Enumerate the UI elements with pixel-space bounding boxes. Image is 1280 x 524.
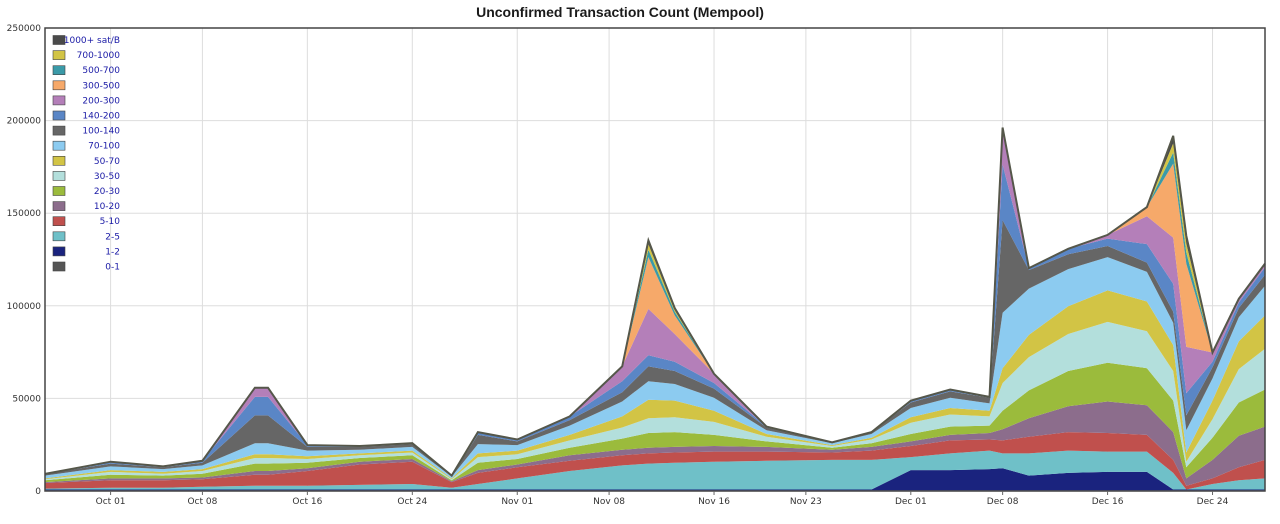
area-series-2: [45, 450, 1265, 490]
x-tick-label: Oct 24: [397, 497, 427, 507]
legend-label[interactable]: 2-5: [105, 232, 120, 242]
x-tick-label: Dec 16: [1092, 497, 1124, 507]
legend-label[interactable]: 30-50: [94, 172, 120, 182]
y-tick-label: 100000: [7, 302, 42, 312]
total-outline: [44, 127, 1266, 478]
chart-title: Unconfirmed Transaction Count (Mempool): [476, 4, 764, 20]
y-tick-label: 250000: [7, 24, 42, 34]
y-tick-label: 200000: [7, 117, 42, 127]
x-tick-label: Dec 01: [895, 497, 927, 507]
x-tick-label: Nov 16: [698, 497, 730, 507]
legend-swatch[interactable]: [52, 65, 66, 75]
area-series-12: [45, 127, 1265, 476]
x-tick-label: Dec 08: [987, 497, 1019, 507]
legend-swatch[interactable]: [52, 216, 66, 226]
legend-label[interactable]: 140-200: [82, 112, 120, 122]
legend-label[interactable]: 1000+ sat/B: [64, 36, 120, 46]
x-tick-label: Oct 08: [187, 497, 217, 507]
legend-label[interactable]: 0-1: [105, 263, 120, 273]
area-series-8: [45, 257, 1265, 479]
x-tick-label: Nov 01: [501, 497, 533, 507]
area-series-1: [45, 468, 1265, 491]
legend-swatch[interactable]: [52, 125, 66, 136]
legend-swatch[interactable]: [52, 50, 66, 60]
area-series-6: [45, 321, 1265, 481]
legend-label[interactable]: 100-140: [82, 127, 120, 137]
legend-label[interactable]: 70-100: [88, 142, 120, 152]
y-tick-label: 150000: [7, 209, 42, 219]
legend-swatch[interactable]: [52, 186, 66, 196]
legend-label[interactable]: 200-300: [82, 96, 120, 106]
legend-swatch[interactable]: [52, 80, 66, 91]
legend-label[interactable]: 300-500: [82, 81, 120, 91]
legend-label[interactable]: 700-1000: [77, 51, 121, 61]
legend-label[interactable]: 50-70: [94, 157, 120, 167]
legend-label[interactable]: 10-20: [94, 202, 120, 212]
legend-swatch[interactable]: [52, 156, 66, 166]
legend-swatch[interactable]: [52, 95, 66, 106]
legend-label[interactable]: 5-10: [100, 217, 121, 227]
legend-swatch[interactable]: [52, 110, 66, 121]
legend-swatch[interactable]: [52, 140, 66, 151]
plot-border: [44, 27, 1266, 492]
x-tick-label: Nov 08: [593, 497, 625, 507]
legend-swatch[interactable]: [52, 246, 66, 257]
legend-swatch[interactable]: [52, 231, 66, 242]
x-tick-label: Oct 01: [96, 497, 126, 507]
x-tick-label: Nov 23: [790, 497, 822, 507]
legend-swatch[interactable]: [52, 171, 66, 181]
legend-swatch[interactable]: [52, 35, 66, 45]
area-series-5: [45, 362, 1265, 483]
y-tick-label: 50000: [12, 394, 41, 404]
legend-swatch[interactable]: [52, 201, 66, 211]
y-tick-label: 0: [35, 487, 41, 497]
legend-label[interactable]: 1-2: [105, 247, 120, 257]
area-series-7: [45, 290, 1265, 480]
area-series-4: [45, 401, 1265, 486]
legend-label[interactable]: 20-30: [94, 187, 120, 197]
legend-swatch[interactable]: [52, 261, 66, 272]
x-tick-label: Oct 16: [292, 497, 322, 507]
x-tick-label: Dec 24: [1197, 497, 1229, 507]
legend-label[interactable]: 500-700: [82, 66, 120, 76]
area-series-3: [45, 432, 1265, 490]
